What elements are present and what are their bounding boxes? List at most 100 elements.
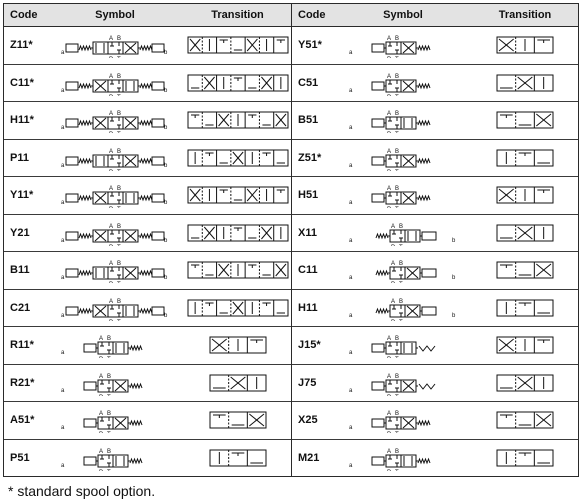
port-label-p: P: [99, 470, 103, 471]
spool-table: Code Symbol Transition Z11*ABPTabC11*ABP…: [3, 3, 579, 477]
table-row: J75 AB P Ta: [292, 363, 578, 402]
port-label-t: T: [117, 245, 121, 246]
transition-cell: [472, 449, 578, 467]
transition-symbol-icon: [187, 36, 288, 54]
solenoid-label-a: a: [349, 50, 353, 56]
port-label-a: A: [391, 299, 395, 305]
solenoid-label-a: a: [349, 350, 353, 356]
port-label-p: P: [387, 357, 391, 358]
table-row: Z51* AB P Ta: [292, 138, 578, 177]
port-label-p: P: [387, 170, 391, 171]
solenoid-label-a: a: [61, 163, 65, 169]
transition-symbol-icon: [496, 74, 554, 92]
transition-symbol-icon: [187, 224, 288, 242]
solenoid-label-a: a: [349, 313, 353, 319]
port-label-t: T: [107, 470, 111, 471]
port-label-a: A: [387, 74, 391, 80]
solenoid-label-a: a: [349, 275, 353, 281]
port-label-a: A: [99, 449, 103, 455]
solenoid-label-b: b: [452, 238, 456, 244]
valve-symbol-icon: AB P Ta b: [349, 224, 456, 246]
table-row: H51 AB P Ta: [292, 176, 578, 214]
valve-symbol-icon: AB P Ta b: [61, 36, 168, 58]
symbol-cell: AB P Ta b: [334, 257, 472, 283]
port-label-b: B: [395, 411, 399, 417]
symbol-cell: AB P Ta: [334, 407, 472, 433]
table-row: Y21 AB P Ta b: [4, 213, 291, 252]
port-label-a: A: [387, 149, 391, 155]
transition-symbol-icon: [496, 36, 554, 54]
solenoid-label-b: b: [164, 125, 168, 131]
transition-cell: [472, 36, 578, 54]
transition-cell: [184, 299, 291, 317]
port-label-p: P: [109, 207, 113, 208]
transition-symbol-icon: [496, 261, 554, 279]
symbol-cell: AB P Ta b: [46, 220, 184, 246]
symbol-cell: AB P Ta: [334, 70, 472, 96]
spool-code: Y21: [10, 226, 30, 239]
valve-symbol-icon: AB P Ta b: [61, 74, 168, 96]
spool-code: H51: [298, 189, 319, 202]
table-row: H11* AB P Ta b: [4, 101, 291, 139]
spool-code: X25: [298, 414, 318, 427]
port-label-p: P: [99, 432, 103, 433]
spool-code: C11*: [10, 76, 34, 89]
port-label-a: A: [387, 186, 391, 192]
port-label-t: T: [395, 132, 399, 133]
port-label-a: A: [109, 149, 113, 155]
transition-symbol-icon: [209, 411, 266, 429]
port-label-a: A: [99, 374, 103, 380]
table-row: R21* AB P Ta: [4, 363, 291, 402]
spool-code: X11: [298, 226, 317, 239]
solenoid-label-b: b: [164, 163, 168, 169]
valve-symbol-icon: AB P Ta: [61, 374, 143, 396]
port-label-a: A: [109, 186, 113, 192]
transition-cell: [184, 336, 291, 354]
valve-symbol-icon: AB P Ta: [349, 36, 431, 58]
port-label-p: P: [109, 245, 113, 246]
transition-symbol-icon: [496, 111, 554, 129]
solenoid-label-a: a: [61, 50, 65, 56]
solenoid-label-a: a: [61, 275, 65, 281]
transition-cell: [472, 224, 578, 242]
symbol-cell: AB P Ta: [334, 182, 472, 208]
transition-symbol-icon: [187, 186, 288, 204]
port-label-t: T: [399, 320, 403, 321]
spool-code: M21: [298, 451, 320, 464]
valve-symbol-icon: AB P Ta: [349, 186, 431, 208]
solenoid-label-a: a: [349, 463, 353, 469]
table-row: Y51* AB P Ta: [292, 27, 578, 64]
symbol-cell: AB P Ta b: [46, 295, 184, 321]
port-label-b: B: [107, 449, 111, 455]
port-label-b: B: [117, 111, 121, 117]
transition-symbol-icon: [496, 449, 554, 467]
valve-symbol-icon: AB P Ta: [61, 336, 143, 358]
port-label-t: T: [117, 282, 121, 283]
transition-symbol-icon: [496, 299, 554, 317]
header-symbol: Symbol: [95, 9, 135, 21]
solenoid-label-a: a: [61, 388, 65, 394]
solenoid-label-a: a: [349, 200, 353, 206]
solenoid-label-b: b: [164, 200, 168, 206]
port-label-t: T: [117, 170, 121, 171]
transition-cell: [184, 411, 291, 429]
solenoid-label-a: a: [61, 200, 65, 206]
header-code: Code: [298, 9, 326, 21]
transition-cell: [472, 299, 578, 317]
transition-symbol-icon: [496, 149, 554, 167]
port-label-a: A: [109, 299, 113, 305]
transition-cell: [184, 449, 291, 467]
table-row: Y11* AB P Ta b: [4, 176, 291, 214]
port-label-p: P: [387, 95, 391, 96]
port-label-a: A: [109, 261, 113, 267]
port-label-b: B: [395, 374, 399, 380]
port-label-a: A: [387, 36, 391, 42]
port-label-p: P: [387, 207, 391, 208]
port-label-a: A: [109, 111, 113, 117]
symbol-cell: AB P Ta: [334, 32, 472, 58]
port-label-b: B: [399, 299, 403, 305]
spool-code: C51: [298, 76, 319, 89]
spool-code: R21*: [10, 376, 35, 389]
transition-cell: [184, 36, 291, 54]
transition-cell: [472, 374, 578, 392]
